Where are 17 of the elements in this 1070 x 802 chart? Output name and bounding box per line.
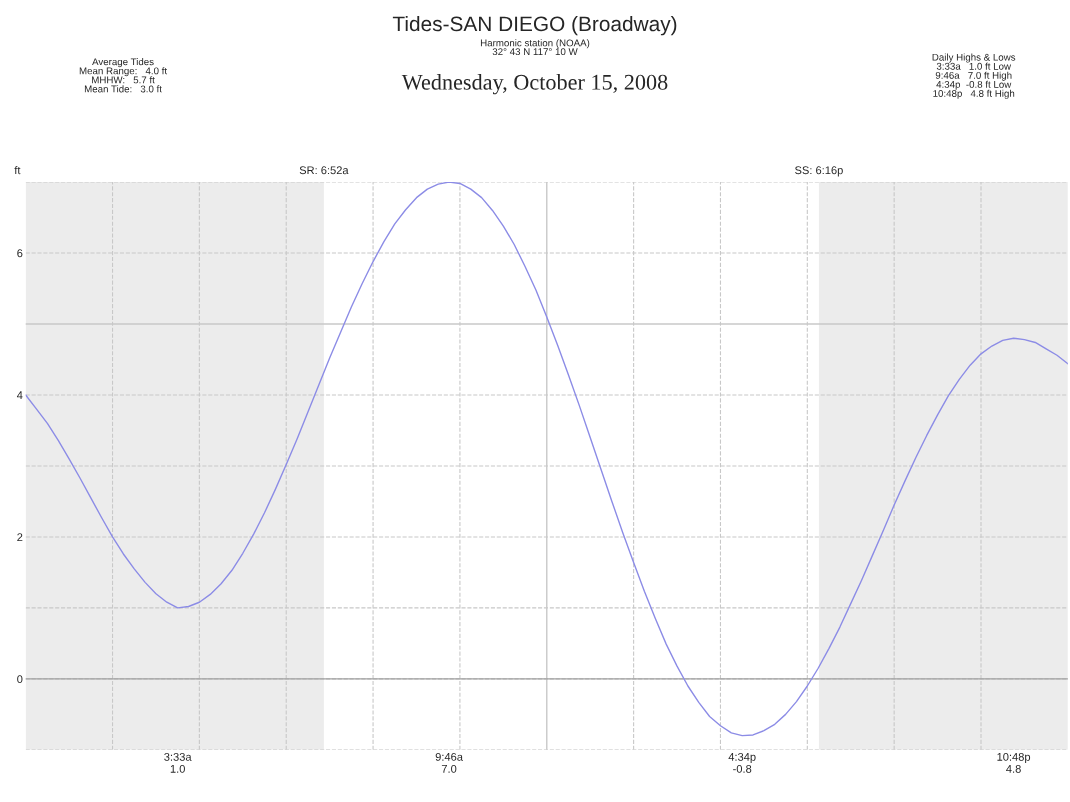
y-tick-label: 2 — [17, 533, 23, 541]
x-tick-label: 3:33a 1.0 — [164, 752, 192, 773]
line-series — [25, 182, 1068, 737]
chart-title: Tides-SAN DIEGO (Broadway) — [392, 15, 677, 36]
x-tick-label: 4:34p -0.8 — [728, 752, 756, 773]
chart-subtitle: Harmonic station (NOAA) 32° 43 N 117° 10 W — [480, 39, 590, 56]
text: SS: 6:16p — [795, 166, 843, 177]
y-axis-title: ft — [14, 166, 21, 175]
x-tick-label: 9:46a 7.0 — [435, 752, 463, 773]
y-tick-label: 6 — [17, 249, 23, 258]
y-tick-label: 4 — [16, 391, 23, 400]
text: Daily Highs & Lows 3:33a 1.0 ft Low 9:46a 7.0 ft High 4:34p -0.8 ft Low 10:48p 4.8 ft High — [932, 53, 1016, 99]
text: SR: 6:52a — [299, 166, 349, 175]
text: Wednesday, October 15, 2008 — [401, 74, 668, 95]
y-tick-label: 0 — [17, 675, 23, 684]
text: Average Tides Mean Range: 4.0 ft MHHW: 5.7 ft Mean Tide: 3.0 ft — [79, 58, 168, 93]
x-tick-label: 10:48p 4.8 — [997, 752, 1031, 773]
